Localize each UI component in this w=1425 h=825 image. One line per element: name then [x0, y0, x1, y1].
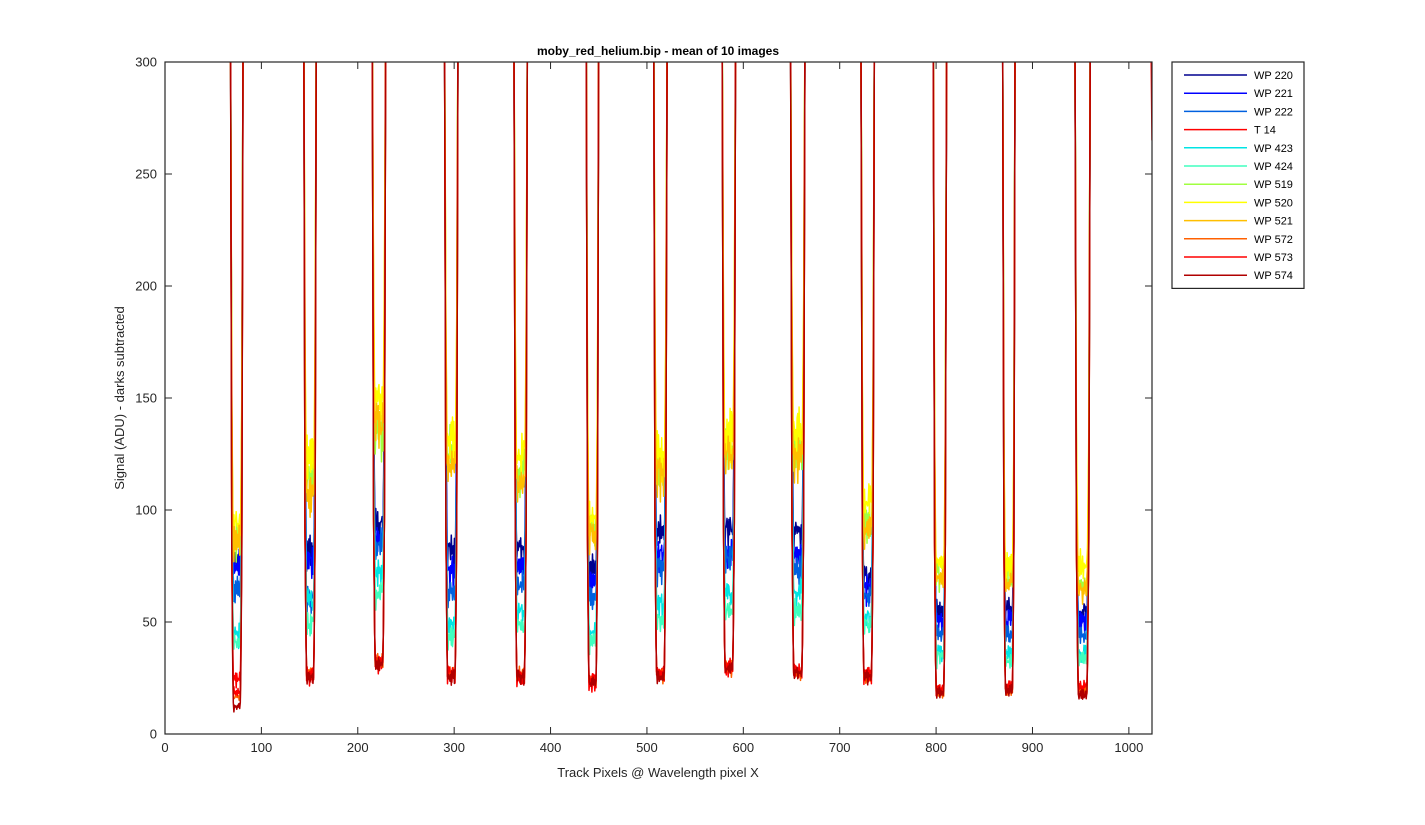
series-line-wp-423	[229, 62, 1091, 666]
plot-area	[165, 62, 1152, 734]
series-line-wp-520	[229, 62, 1091, 582]
y-tick-label: 250	[135, 167, 157, 182]
series-layer	[229, 62, 1152, 713]
series-line-wp-521	[229, 62, 1091, 605]
legend: WP 220 WP 221 WP 222 T 14 WP 423 WP 424 WP 519…	[1171, 61, 1305, 289]
x-tick-label: 600	[732, 740, 754, 755]
x-tick-label: 700	[829, 740, 851, 755]
x-tick-label: 500	[636, 740, 658, 755]
y-tick-label: 100	[135, 503, 157, 518]
x-tick-label: 800	[925, 740, 947, 755]
y-tick-label: 50	[143, 615, 157, 630]
chart-title: moby_red_helium.bip - mean of 10 images	[537, 44, 779, 58]
legend-entry-label: WP 222	[1254, 106, 1293, 118]
legend-entry-label: WP 423	[1254, 143, 1293, 155]
legend-entry-label: WP 221	[1254, 88, 1293, 100]
x-tick-label: 0	[161, 740, 168, 755]
x-tick-label: 300	[443, 740, 465, 755]
x-tick-label: 100	[251, 740, 273, 755]
legend-entry-label: WP 521	[1254, 216, 1293, 228]
series-line-wp-222	[229, 62, 1091, 645]
y-tick-label: 0	[150, 727, 157, 742]
x-tick-label: 200	[347, 740, 369, 755]
y-axis-label: Signal (ADU) - darks subtracted	[112, 306, 127, 490]
x-tick-label: 1000	[1114, 740, 1143, 755]
legend-entry-label: WP 520	[1254, 197, 1293, 209]
legend-entry-label: T 14	[1254, 125, 1276, 137]
axes-layer: 0 100 200 300 400 500 600 700 800 900 1000 0 50 100 15…	[135, 55, 1153, 755]
x-axis-label: Track Pixels @ Wavelength pixel X	[557, 765, 759, 780]
legend-entry-label: WP 573	[1254, 252, 1293, 264]
series-line-wp-574	[229, 62, 1091, 713]
y-tick-label: 300	[135, 55, 157, 70]
x-tick-label: 900	[1022, 740, 1044, 755]
legend-entry-label: WP 572	[1254, 234, 1293, 246]
y-tick-label: 200	[135, 279, 157, 294]
y-tick-label: 150	[135, 391, 157, 406]
legend-entry-label: WP 574	[1254, 270, 1293, 282]
series-line-wp-424	[229, 62, 1091, 670]
legend-box	[1171, 61, 1305, 289]
x-tick-label: 400	[540, 740, 562, 755]
legend-entry-label: WP 220	[1254, 70, 1293, 82]
legend-entry-label: WP 424	[1254, 161, 1293, 173]
legend-entry-label: WP 519	[1254, 179, 1293, 191]
